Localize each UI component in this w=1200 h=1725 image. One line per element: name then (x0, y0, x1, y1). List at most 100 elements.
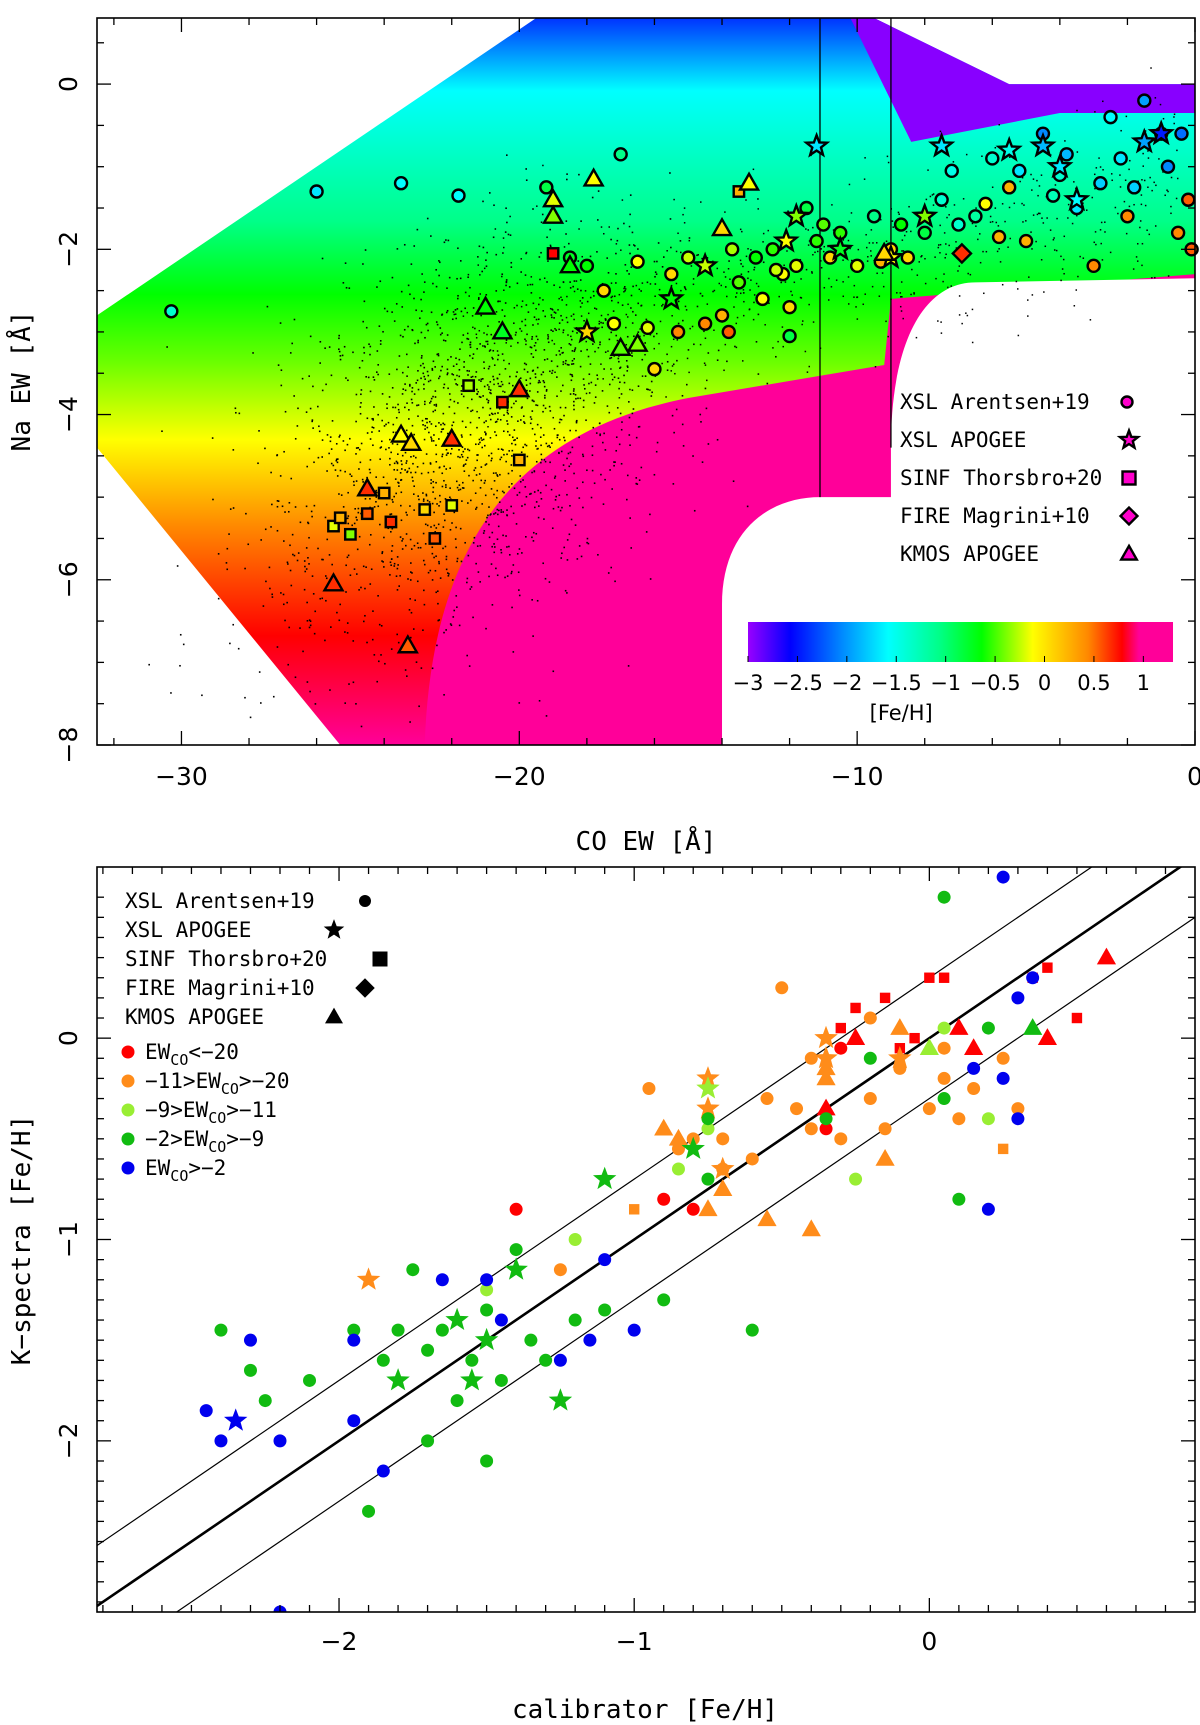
model-dot (506, 509, 508, 511)
model-dot (485, 294, 488, 296)
model-dot (578, 436, 580, 439)
model-dot (304, 565, 306, 568)
model-dot (468, 370, 470, 372)
model-dot (483, 332, 485, 334)
model-dot (511, 455, 513, 457)
model-dot (900, 310, 903, 312)
model-dot (411, 387, 414, 389)
bottom-x-axis-label: calibrator [Fe/H] (512, 1695, 778, 1725)
model-dot (921, 255, 923, 257)
top-triangle-marker (491, 320, 514, 340)
model-dot (378, 623, 381, 626)
bottom-triangle-marker (1096, 947, 1117, 965)
model-dot (650, 380, 653, 383)
top-circle-marker (1059, 147, 1074, 162)
model-dot (653, 260, 656, 263)
model-dot (411, 402, 414, 404)
bottom-legend-bin-label: −2>EWCO>−9 (145, 1127, 264, 1156)
model-dot (570, 379, 573, 382)
model-dot (425, 494, 428, 497)
model-dot (319, 362, 321, 364)
model-dot (422, 500, 425, 502)
y-tick-label: −4 (54, 396, 83, 433)
model-dot (536, 423, 539, 426)
model-dot (217, 597, 220, 600)
model-dot (537, 447, 539, 450)
bottom-circle-marker (214, 1323, 228, 1337)
bottom-legend-diamond-icon (355, 978, 375, 998)
model-dot (975, 225, 977, 227)
model-dot (644, 342, 646, 344)
model-dot (483, 385, 486, 388)
x-tick-label: 0 (921, 1627, 937, 1656)
model-dot (1075, 289, 1078, 291)
model-dot (925, 198, 928, 201)
model-dot (504, 576, 506, 579)
model-dot (568, 533, 571, 536)
model-dot (368, 468, 371, 471)
model-dot (389, 457, 391, 460)
model-dot (463, 464, 465, 466)
model-dot (429, 462, 432, 464)
model-dot (464, 291, 467, 294)
model-dot (887, 161, 890, 164)
model-dot (483, 530, 486, 532)
model-dot (305, 505, 308, 508)
model-dot (476, 459, 478, 462)
model-dot (437, 602, 439, 605)
model-dot (653, 304, 656, 306)
model-dot (672, 338, 675, 341)
model-dot (401, 393, 404, 395)
model-dot (493, 364, 496, 366)
model-dot (801, 323, 803, 326)
model-dot (355, 393, 358, 396)
model-dot (533, 470, 536, 473)
model-dot (473, 469, 476, 472)
model-dot (504, 302, 507, 304)
model-dot (539, 436, 542, 438)
model-dot (556, 395, 558, 398)
y-tick-label: −6 (54, 561, 83, 598)
model-dot (1040, 259, 1043, 261)
model-dot (393, 562, 396, 565)
model-dot (543, 518, 545, 520)
model-dot (913, 292, 915, 294)
model-dot (674, 372, 676, 375)
model-dot (867, 255, 869, 258)
model-dot (454, 538, 457, 540)
model-dot (503, 359, 505, 362)
model-dot (577, 397, 579, 400)
model-dot (641, 282, 644, 284)
model-dot (469, 343, 471, 346)
model-dot (434, 409, 437, 412)
model-dot (397, 564, 399, 566)
model-dot (958, 265, 961, 267)
bottom-legend-label: XSL Arentsen+19 (125, 889, 315, 913)
model-dot (483, 267, 486, 270)
model-dot (573, 408, 575, 411)
model-dot (561, 352, 564, 354)
model-dot (390, 530, 392, 533)
model-dot (369, 438, 372, 440)
model-dot (363, 352, 366, 354)
model-dot (493, 543, 495, 545)
model-dot (586, 300, 589, 303)
model-dot (396, 462, 399, 465)
model-dot (522, 479, 524, 481)
model-dot (547, 337, 549, 340)
model-dot (287, 563, 289, 565)
top-legend-label: KMOS APOGEE (900, 542, 1039, 566)
top-triangle-marker (396, 634, 419, 654)
model-dot (445, 568, 448, 571)
model-dot (494, 546, 496, 548)
model-dot (637, 331, 640, 333)
model-dot (332, 464, 335, 467)
model-dot (1031, 248, 1033, 250)
model-dot (525, 340, 527, 342)
x-tick-label: −10 (831, 762, 884, 791)
bottom-circle-marker (553, 1353, 567, 1367)
model-dot (211, 437, 214, 439)
model-dot (503, 315, 506, 317)
model-dot (415, 382, 418, 384)
model-dot (502, 511, 505, 513)
